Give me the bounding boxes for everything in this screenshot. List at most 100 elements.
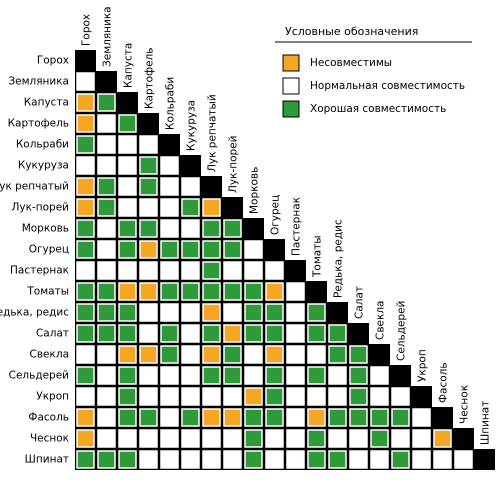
compat-cell-inner bbox=[76, 450, 95, 469]
diagonal-cell bbox=[390, 365, 411, 386]
compat-cell-inner bbox=[181, 198, 200, 217]
compat-cell-inner bbox=[160, 429, 179, 448]
compat-cell-inner bbox=[286, 282, 305, 301]
compat-cell-inner bbox=[223, 387, 242, 406]
row-label: Лук репчатый bbox=[0, 181, 69, 193]
legend-title: Условные обозначения bbox=[285, 25, 418, 38]
row-label: Пастернак bbox=[10, 265, 69, 277]
diagonal-cell bbox=[264, 239, 285, 260]
compat-cell-inner bbox=[97, 324, 116, 343]
compat-cell-inner bbox=[97, 345, 116, 364]
compat-cell-inner bbox=[328, 366, 347, 385]
compat-cell-inner bbox=[328, 345, 347, 364]
compat-cell-inner bbox=[202, 240, 221, 259]
compat-cell-inner bbox=[202, 198, 221, 217]
compat-cell-inner bbox=[76, 219, 95, 238]
column-label: Капуста bbox=[123, 43, 135, 88]
column-label: Фасоль bbox=[438, 362, 450, 403]
compat-cell-inner bbox=[181, 324, 200, 343]
compat-cell-inner bbox=[370, 387, 389, 406]
compat-cell-inner bbox=[307, 366, 326, 385]
compat-cell-inner bbox=[97, 366, 116, 385]
compat-cell-inner bbox=[181, 450, 200, 469]
column-label: Чеснок bbox=[459, 385, 471, 424]
compat-cell-inner bbox=[118, 366, 137, 385]
compat-cell-inner bbox=[160, 345, 179, 364]
compat-cell-inner bbox=[97, 450, 116, 469]
row-label: Салат bbox=[36, 328, 69, 340]
compat-cell-inner bbox=[223, 450, 242, 469]
row-label: Лук-порей bbox=[12, 202, 69, 214]
compat-cell-inner bbox=[160, 240, 179, 259]
row-label: Шпинат bbox=[25, 454, 69, 466]
compat-cell-inner bbox=[307, 303, 326, 322]
compat-cell-inner bbox=[181, 282, 200, 301]
compat-cell-inner bbox=[244, 240, 263, 259]
row-label: Капуста bbox=[24, 97, 69, 109]
compat-cell-inner bbox=[349, 345, 368, 364]
compat-cell-inner bbox=[370, 429, 389, 448]
compat-cell-inner bbox=[328, 324, 347, 343]
compat-cell-inner bbox=[181, 429, 200, 448]
row-label: Огурец bbox=[29, 244, 69, 256]
compat-cell-inner bbox=[139, 408, 158, 427]
compat-cell-inner bbox=[76, 114, 95, 133]
compat-cell-inner bbox=[244, 387, 263, 406]
compat-cell-inner bbox=[139, 303, 158, 322]
row-label: Кольраби bbox=[16, 139, 69, 151]
diagonal-cell bbox=[96, 71, 117, 92]
compat-cell-inner bbox=[160, 156, 179, 175]
compat-cell-inner bbox=[160, 303, 179, 322]
row-label: Кукуруза bbox=[18, 160, 69, 172]
compat-cell-inner bbox=[139, 387, 158, 406]
column-label: Свекла bbox=[375, 301, 387, 340]
compat-cell-inner bbox=[202, 366, 221, 385]
compat-cell-inner bbox=[76, 387, 95, 406]
compat-cell-inner bbox=[139, 324, 158, 343]
diagonal-cell bbox=[180, 155, 201, 176]
compat-cell-inner bbox=[139, 135, 158, 154]
diagonal-cell bbox=[369, 344, 390, 365]
compat-cell-inner bbox=[181, 366, 200, 385]
compat-cell-inner bbox=[160, 177, 179, 196]
compat-cell-inner bbox=[97, 198, 116, 217]
row-label: Чеснок bbox=[30, 433, 69, 445]
compat-cell-inner bbox=[76, 198, 95, 217]
compat-cell-inner bbox=[223, 219, 242, 238]
compat-cell-inner bbox=[286, 429, 305, 448]
diagonal-cell bbox=[222, 197, 243, 218]
compat-cell-inner bbox=[97, 114, 116, 133]
compat-cell-inner bbox=[244, 408, 263, 427]
diagonal-cell bbox=[411, 386, 432, 407]
column-label: Земляника bbox=[102, 6, 114, 67]
column-label: Кольраби bbox=[165, 77, 177, 130]
compat-cell-inner bbox=[76, 72, 95, 91]
compat-cell-inner bbox=[223, 408, 242, 427]
compat-cell-inner bbox=[160, 366, 179, 385]
compat-cell-inner bbox=[223, 366, 242, 385]
compat-cell-inner bbox=[139, 450, 158, 469]
compat-cell-inner bbox=[181, 219, 200, 238]
compat-cell-inner bbox=[244, 303, 263, 322]
compat-cell-inner bbox=[349, 450, 368, 469]
compat-cell-inner bbox=[265, 303, 284, 322]
compat-cell-inner bbox=[202, 303, 221, 322]
compat-cell-inner bbox=[244, 450, 263, 469]
compat-cell-inner bbox=[391, 429, 410, 448]
compat-cell-inner bbox=[244, 366, 263, 385]
compat-cell-inner bbox=[139, 345, 158, 364]
compat-cell-inner bbox=[118, 345, 137, 364]
compat-cell-inner bbox=[370, 408, 389, 427]
diagonal-cell bbox=[432, 407, 453, 428]
compat-cell-inner bbox=[181, 177, 200, 196]
compat-cell-inner bbox=[286, 450, 305, 469]
compat-cell-inner bbox=[181, 345, 200, 364]
diagonal-cell bbox=[285, 260, 306, 281]
column-label: Редька, редис bbox=[333, 219, 345, 298]
compat-cell-inner bbox=[118, 156, 137, 175]
compat-cell-inner bbox=[244, 345, 263, 364]
compat-cell-inner bbox=[118, 303, 137, 322]
compat-cell-inner bbox=[286, 324, 305, 343]
compat-cell-inner bbox=[286, 387, 305, 406]
column-label: Сельдерей bbox=[396, 301, 408, 361]
